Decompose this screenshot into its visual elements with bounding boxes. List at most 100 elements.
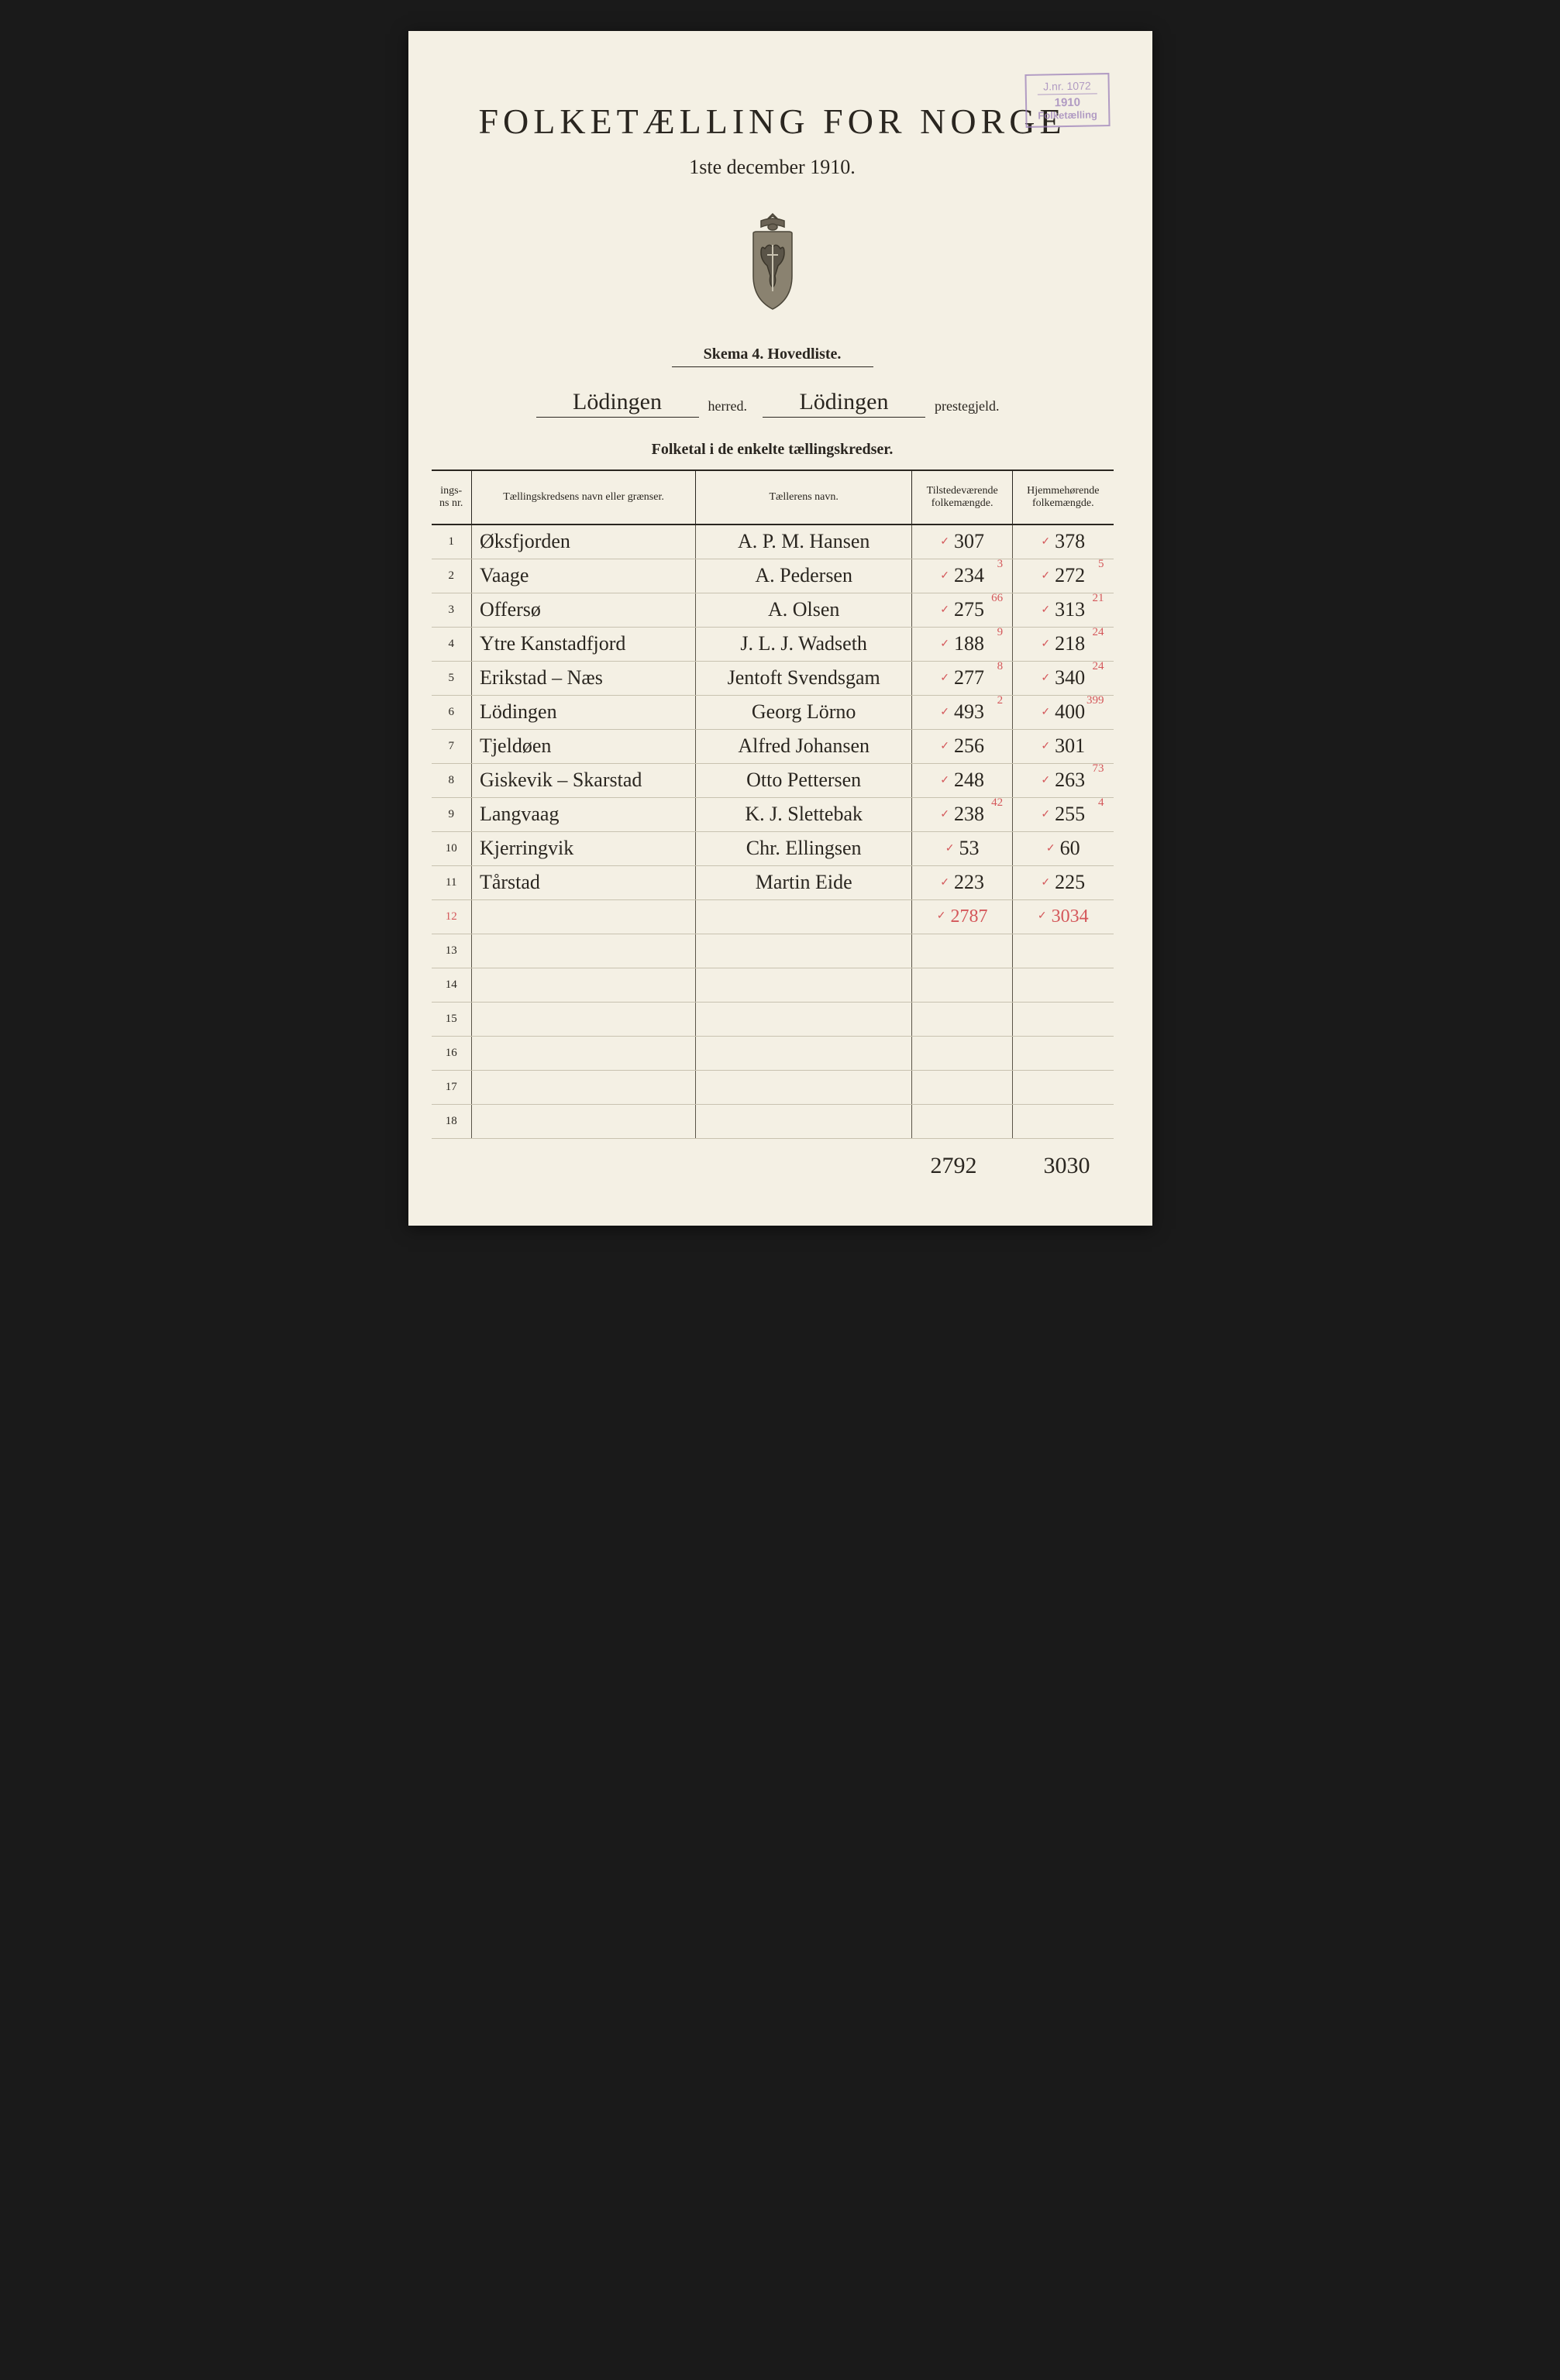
cell-nr: 13 — [432, 934, 472, 968]
cell-enumerator: Georg Lörno — [696, 695, 912, 729]
cell-resident: ✓378 — [1013, 524, 1114, 559]
cell-district-name: Øksfjorden — [471, 524, 695, 559]
cell-resident: ✓60 — [1013, 831, 1114, 865]
cell-nr: 11 — [432, 865, 472, 899]
cell-enumerator: K. J. Slettebak — [696, 797, 912, 831]
herred-label: herred. — [705, 398, 756, 418]
cell-nr: 8 — [432, 763, 472, 797]
cell-district-name: Lödingen — [471, 695, 695, 729]
cell-district-name: Giskevik – Skarstad — [471, 763, 695, 797]
cell-nr: 9 — [432, 797, 472, 831]
table-row-empty: 14 — [432, 968, 1114, 1002]
col-header-present: Tilstedeværende folkemængde. — [912, 470, 1013, 524]
cell-resident: 24✓340 — [1013, 661, 1114, 695]
cell-nr: 5 — [432, 661, 472, 695]
cell-nr: 2 — [432, 559, 472, 593]
cell-resident: ✓301 — [1013, 729, 1114, 763]
schema-heading: Skema 4. Hovedliste. — [672, 346, 873, 367]
table-row: 11TårstadMartin Eide✓223✓225 — [432, 865, 1114, 899]
cell-present: 3✓234 — [912, 559, 1013, 593]
cell-nr: 16 — [432, 1036, 472, 1070]
cell-resident: 5✓272 — [1013, 559, 1114, 593]
table-row-empty: 18 — [432, 1104, 1114, 1138]
col-header-enumerator: Tællerens navn. — [696, 470, 912, 524]
cell-district-name: Langvaag — [471, 797, 695, 831]
stamp-jnr: J.nr. 1072 — [1037, 79, 1097, 95]
prestegjeld-value: Lödingen — [763, 389, 925, 418]
table-row-empty: 17 — [432, 1070, 1114, 1104]
cell-present: ✓223 — [912, 865, 1013, 899]
cell-nr: 6 — [432, 695, 472, 729]
cell-present: 42✓238 — [912, 797, 1013, 831]
table-row: 5Erikstad – NæsJentoft Svendsgam8✓27724✓… — [432, 661, 1114, 695]
table-body: 1ØksfjordenA. P. M. Hansen✓307✓3782Vaage… — [432, 524, 1114, 1138]
cell-resident: 73✓263 — [1013, 763, 1114, 797]
cell-resident: 4✓255 — [1013, 797, 1114, 831]
cell-district-name: Vaage — [471, 559, 695, 593]
cell-district-name: Tårstad — [471, 865, 695, 899]
cell-enumerator: Martin Eide — [696, 865, 912, 899]
cell-nr: 15 — [432, 1002, 472, 1036]
cell-nr: 14 — [432, 968, 472, 1002]
section-heading: Folketal i de enkelte tællingskredser. — [432, 441, 1114, 459]
cell-enumerator: A. P. M. Hansen — [696, 524, 912, 559]
cell-enumerator: J. L. J. Wadseth — [696, 627, 912, 661]
subtotal-present: ✓2787 — [912, 899, 1013, 934]
cell-resident: 21✓313 — [1013, 593, 1114, 627]
census-form-page: J.nr. 1072 1910 Folketælling FOLKETÆLLIN… — [408, 31, 1152, 1226]
col-header-name: Tællingskredsens navn eller grænser. — [471, 470, 695, 524]
cell-district-name: Kjerringvik — [471, 831, 695, 865]
table-row: 9LangvaagK. J. Slettebak42✓2384✓255 — [432, 797, 1114, 831]
cell-enumerator: Otto Pettersen — [696, 763, 912, 797]
cell-district-name: Erikstad – Næs — [471, 661, 695, 695]
cell-present: ✓307 — [912, 524, 1013, 559]
page-title: FOLKETÆLLING FOR NORGE — [432, 101, 1114, 142]
final-total-row: 2792 3030 — [432, 1139, 1114, 1179]
table-row: 1ØksfjordenA. P. M. Hansen✓307✓378 — [432, 524, 1114, 559]
norwegian-coat-of-arms — [432, 210, 1114, 311]
cell-present: 66✓275 — [912, 593, 1013, 627]
stamp-year: 1910 — [1038, 95, 1097, 109]
census-table: ings- ns nr. Tællingskredsens navn eller… — [432, 469, 1114, 1139]
cell-enumerator: Alfred Johansen — [696, 729, 912, 763]
table-row: 7TjeldøenAlfred Johansen✓256✓301 — [432, 729, 1114, 763]
cell-nr: 10 — [432, 831, 472, 865]
col-header-nr: ings- ns nr. — [432, 470, 472, 524]
cell-present: ✓248 — [912, 763, 1013, 797]
col-header-resident: Hjemmehørende folkemængde. — [1013, 470, 1114, 524]
prestegjeld-label: prestegjeld. — [932, 398, 1008, 418]
cell-enumerator: Jentoft Svendsgam — [696, 661, 912, 695]
table-row-empty: 15 — [432, 1002, 1114, 1036]
cell-enumerator: A. Pedersen — [696, 559, 912, 593]
location-line: Lödingen herred. Lödingen prestegjeld. — [432, 389, 1114, 418]
table-row: 4Ytre KanstadfjordJ. L. J. Wadseth9✓1882… — [432, 627, 1114, 661]
cell-resident: ✓225 — [1013, 865, 1114, 899]
herred-value: Lödingen — [536, 389, 699, 418]
cell-district-name: Offersø — [471, 593, 695, 627]
table-row: 2VaageA. Pedersen3✓2345✓272 — [432, 559, 1114, 593]
subtotal-row: 12✓2787✓3034 — [432, 899, 1114, 934]
cell-present: 8✓277 — [912, 661, 1013, 695]
cell-nr: 1 — [432, 524, 472, 559]
final-total-present: 2792 — [931, 1153, 977, 1179]
cell-nr: 4 — [432, 627, 472, 661]
cell-present: ✓53 — [912, 831, 1013, 865]
table-header-row: ings- ns nr. Tællingskredsens navn eller… — [432, 470, 1114, 524]
table-row: 10KjerringvikChr. Ellingsen✓53✓60 — [432, 831, 1114, 865]
table-row-empty: 13 — [432, 934, 1114, 968]
cell-district-name: Ytre Kanstadfjord — [471, 627, 695, 661]
cell-nr: 3 — [432, 593, 472, 627]
cell-enumerator: Chr. Ellingsen — [696, 831, 912, 865]
cell-nr: 17 — [432, 1070, 472, 1104]
cell-present: 2✓493 — [912, 695, 1013, 729]
cell-nr: 18 — [432, 1104, 472, 1138]
table-row: 3OffersøA. Olsen66✓27521✓313 — [432, 593, 1114, 627]
table-row-empty: 16 — [432, 1036, 1114, 1070]
table-row: 6LödingenGeorg Lörno2✓493399✓400 — [432, 695, 1114, 729]
page-subtitle: 1ste december 1910. — [432, 156, 1114, 179]
cell-district-name: Tjeldøen — [471, 729, 695, 763]
registration-stamp: J.nr. 1072 1910 Folketælling — [1025, 73, 1110, 128]
cell-enumerator: A. Olsen — [696, 593, 912, 627]
cell-present: ✓256 — [912, 729, 1013, 763]
subtotal-resident: ✓3034 — [1013, 899, 1114, 934]
